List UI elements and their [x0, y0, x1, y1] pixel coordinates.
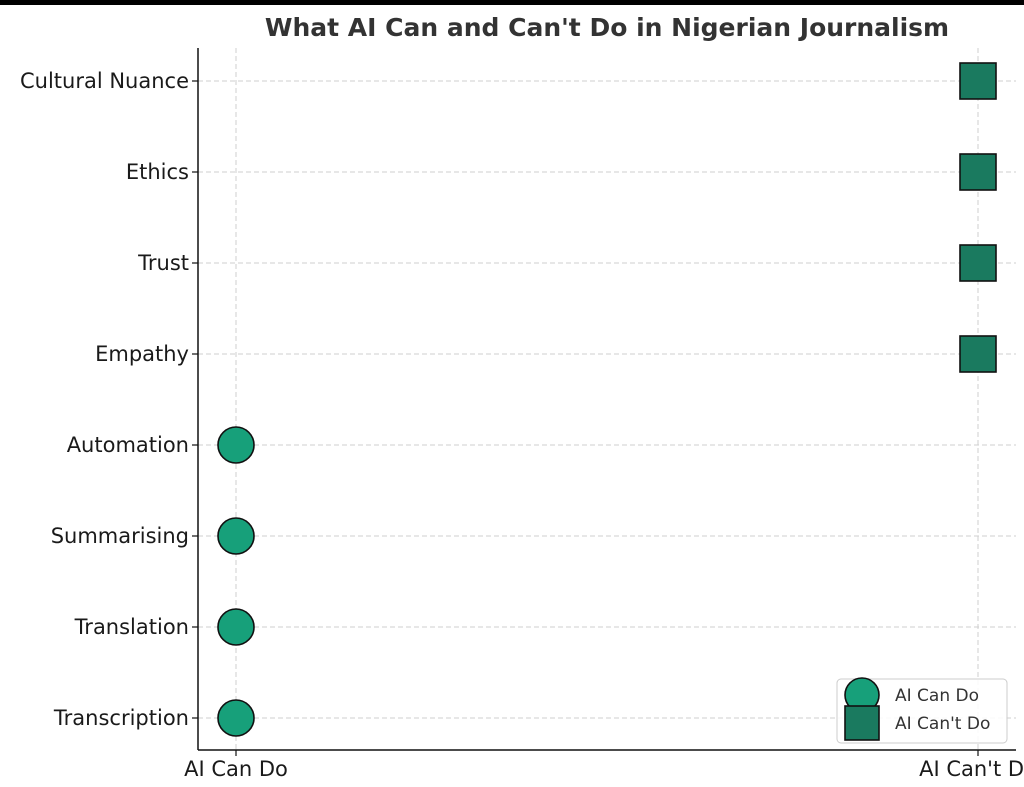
x-tick-label: AI Can't Do [919, 757, 1024, 781]
y-tick-label: Translation [74, 615, 189, 639]
y-tick-label: Ethics [126, 160, 189, 184]
y-tick-label: Trust [137, 251, 189, 275]
axes [197, 48, 1016, 751]
data-point-circle [217, 426, 255, 464]
chart-title: What AI Can and Can't Do in Nigerian Jou… [265, 13, 949, 42]
data-point-circle [217, 608, 255, 646]
y-tick-label: Transcription [53, 706, 189, 730]
legend-marker-square [844, 705, 880, 741]
y-tick-label: Cultural Nuance [20, 69, 189, 93]
y-tick-labels: Transcription Translation Summarising Autom… [20, 69, 198, 730]
data-point-circle [217, 517, 255, 555]
data-point-circle [217, 699, 255, 737]
data-point-square [959, 244, 997, 282]
data-point-square [959, 335, 997, 373]
x-tick-labels: AI Can Do AI Can't Do [184, 750, 1024, 781]
grid [198, 48, 1016, 750]
x-tick-label: AI Can Do [184, 757, 288, 781]
data-point-square [959, 153, 997, 191]
legend-label: AI Can't Do [895, 714, 990, 734]
y-tick-label: Summarising [51, 524, 189, 548]
legend-label: AI Can Do [895, 686, 979, 706]
data-markers [217, 62, 997, 737]
data-point-square [959, 62, 997, 100]
legend: AI Can Do AI Can't Do [836, 677, 1008, 744]
y-tick-label: Empathy [95, 342, 189, 366]
top-border [0, 0, 1024, 5]
y-tick-label: Automation [67, 433, 189, 457]
